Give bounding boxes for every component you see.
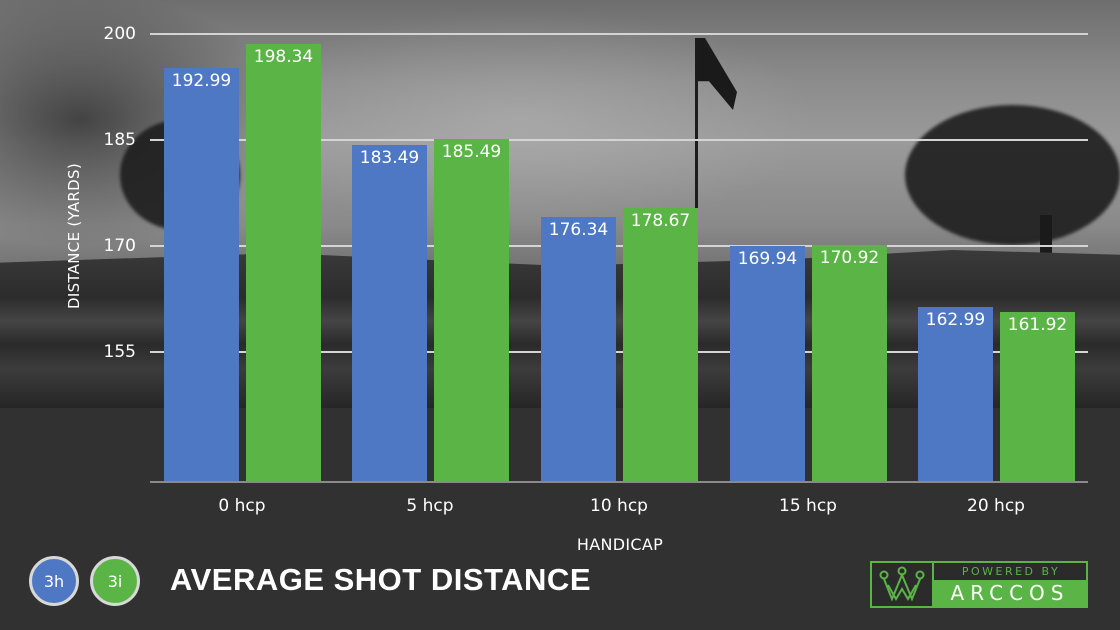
bar-3h-15hcp: 169.94 <box>730 246 805 482</box>
x-axis-line <box>150 481 1088 483</box>
x-tick-15hcp: 15 hcp <box>779 496 837 516</box>
background-tree-right-trunk <box>1040 215 1052 255</box>
y-tick-170: 170 <box>103 236 136 256</box>
bar-3i-10hcp: 178.67 <box>623 208 698 482</box>
arccos-logo: POWERED BY ARCCOS <box>870 561 1088 608</box>
bar-3h-0hcp: 192.99 <box>164 68 239 482</box>
y-tick-185: 185 <box>103 130 136 150</box>
y-tick-200: 200 <box>103 24 136 44</box>
bar-value-label: 170.92 <box>819 248 880 268</box>
gridline-185 <box>150 139 1088 141</box>
gridline-155 <box>150 351 1088 353</box>
bar-3i-0hcp: 198.34 <box>246 44 321 482</box>
bar-value-label: 169.94 <box>737 249 798 269</box>
y-axis-title: DISTANCE (YARDS) <box>65 163 83 309</box>
crown-icon <box>872 563 934 606</box>
x-tick-10hcp: 10 hcp <box>590 496 648 516</box>
x-tick-20hcp: 20 hcp <box>967 496 1025 516</box>
bar-3i-5hcp: 185.49 <box>434 139 509 482</box>
bar-3i-20hcp: 161.92 <box>1000 312 1075 482</box>
bar-value-label: 198.34 <box>253 47 314 67</box>
gridline-200 <box>150 33 1088 35</box>
bar-value-label: 162.99 <box>925 310 986 330</box>
bar-value-label: 183.49 <box>359 148 420 168</box>
bar-value-label: 192.99 <box>171 71 232 91</box>
logo-arccos: ARCCOS <box>934 580 1086 606</box>
x-tick-5hcp: 5 hcp <box>406 496 454 516</box>
logo-powered-by: POWERED BY <box>961 565 1061 578</box>
legend-3i: 3i <box>90 556 140 606</box>
bar-value-label: 161.92 <box>1007 315 1068 335</box>
bar-value-label: 176.34 <box>548 220 609 240</box>
bar-value-label: 178.67 <box>630 211 691 231</box>
background-tree-right <box>905 105 1120 245</box>
legend-3h-label: 3h <box>43 571 65 591</box>
gridline-170 <box>150 245 1088 247</box>
bar-3i-15hcp: 170.92 <box>812 245 887 482</box>
chart-title: AVERAGE SHOT DISTANCE <box>170 562 591 597</box>
bar-value-label: 185.49 <box>441 142 502 162</box>
bar-3h-20hcp: 162.99 <box>918 307 993 482</box>
bar-3h-5hcp: 183.49 <box>352 145 427 482</box>
legend-3i-label: 3i <box>107 571 123 591</box>
flagpole-icon <box>695 38 698 248</box>
x-axis-title: HANDICAP <box>576 535 664 554</box>
bar-3h-10hcp: 176.34 <box>541 217 616 482</box>
x-tick-0hcp: 0 hcp <box>218 496 266 516</box>
legend-3h: 3h <box>29 556 79 606</box>
y-tick-155: 155 <box>103 342 136 362</box>
